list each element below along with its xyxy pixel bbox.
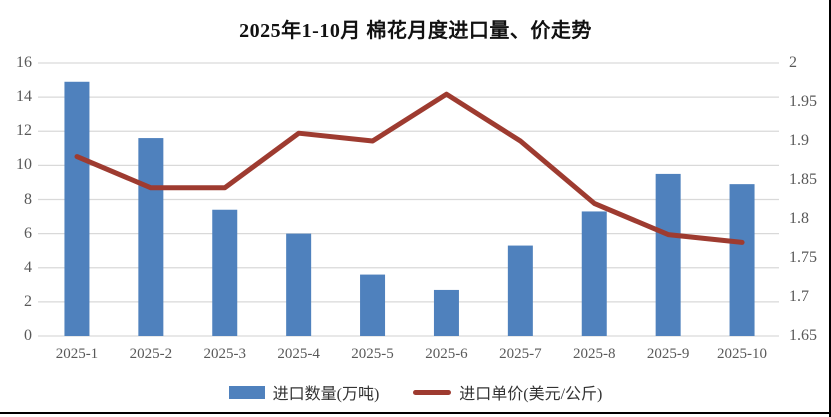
y-left-tick-16: 16 [16,54,32,71]
line-series-swatch-icon [413,389,452,395]
y-left-tick-14: 14 [16,88,32,106]
bar-2025-3 [212,209,238,336]
x-label-2025-3: 2025-3 [203,346,247,362]
y-right-tick-1.8: 1.8 [789,210,809,227]
chart-title: 2025年1-10月 棉花月度进口量、价走势 [239,20,592,42]
x-label-2025-2: 2025-2 [129,346,173,362]
y-left-tick-4: 4 [24,258,32,276]
y-left-tick-12: 12 [16,122,32,140]
bar-2025-9 [655,173,681,336]
bar-2025-6 [433,289,459,336]
bar-2025-7 [507,245,533,336]
bar-2025-8 [581,211,607,336]
y-left-tick-2: 2 [24,292,32,310]
bar-2025-5 [360,274,386,336]
x-label-2025-9: 2025-9 [646,346,690,362]
y-right-tick-1.75: 1.75 [789,249,817,266]
cell-border-bottom [0,412,831,414]
y-left-tick-10: 10 [16,156,32,174]
legend-item-import-price: 进口单价(美元/公斤) [413,380,602,404]
cell-border-right [829,0,831,417]
bar-2025-4 [286,233,312,336]
x-label-2025-6: 2025-6 [425,346,468,362]
x-label-2025-4: 2025-4 [277,346,320,362]
y-left-tick-6: 6 [24,224,32,242]
y-left-tick-0: 0 [24,327,32,344]
x-label-2025-7: 2025-7 [499,346,542,362]
y-right-tick-2: 2 [789,54,797,71]
bar-series-swatch-icon [228,385,265,399]
bar-2025-1 [64,81,90,336]
y-right-tick-1.95: 1.95 [789,93,817,110]
bar-2025-10 [729,184,755,336]
y-right-tick-1.7: 1.7 [789,288,809,305]
price-line-series [74,91,745,245]
bar-2025-2 [138,138,164,336]
y-left-tick-8: 8 [24,190,32,208]
chart-legend: 进口数量(万吨) 进口单价(美元/公斤) [0,380,831,404]
x-label-2025-1: 2025-1 [55,346,99,362]
legend-label: 进口数量(万吨) [272,386,380,403]
legend-item-import-volume: 进口数量(万吨) [228,380,380,404]
legend-label: 进口单价(美元/公斤) [459,386,603,403]
x-label-2025-5: 2025-5 [351,346,394,362]
y-right-tick-1.65: 1.65 [789,327,817,344]
y-right-tick-1.85: 1.85 [789,171,817,188]
y-right-tick-1.9: 1.9 [789,132,809,149]
x-label-2025-10: 2025-10 [717,346,768,362]
x-label-2025-8: 2025-8 [573,346,616,362]
